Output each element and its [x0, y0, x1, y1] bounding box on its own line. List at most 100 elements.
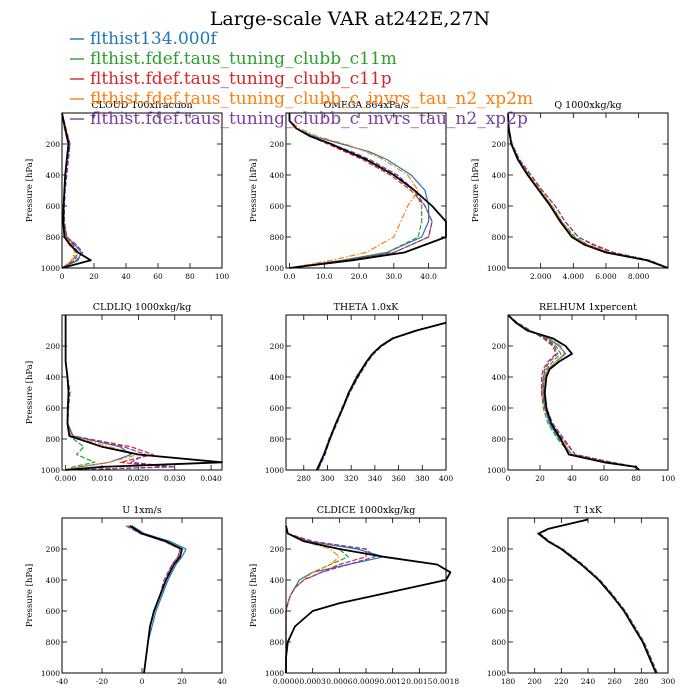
- x-tick-label: 100: [215, 272, 230, 281]
- y-tick-label: 200: [270, 545, 285, 554]
- panel-frame: [61, 314, 223, 471]
- y-tick-label: 600: [46, 404, 61, 413]
- y-tick-label: 200: [492, 545, 507, 554]
- x-tick-label: 340: [368, 474, 383, 483]
- legend: flthist134.000fflthist.fdef.taus_tuning_…: [70, 29, 533, 129]
- y-tick-label: 200: [270, 342, 285, 351]
- reference-line: [315, 321, 447, 471]
- y-tick-label: 1000: [41, 669, 60, 678]
- panel-frame: [285, 517, 447, 674]
- y-tick-label: 600: [46, 607, 61, 616]
- y-tick-label: 200: [270, 140, 285, 149]
- x-tick-label: 20: [89, 272, 99, 281]
- x-tick-label: 300: [661, 677, 676, 686]
- x-tick-label: 2.000: [530, 272, 552, 281]
- series-line-3: [507, 314, 640, 471]
- series-line-4: [125, 525, 181, 674]
- x-tick-label: 360: [391, 474, 406, 483]
- y-tick-label: 1000: [487, 466, 506, 475]
- x-tick-label: 180: [501, 677, 516, 686]
- panels: CLOUD 100xfraction Pressure [hPa] 0 20 40 60 8…: [25, 100, 675, 686]
- x-tick-label: 4.000: [563, 272, 585, 281]
- series-line-2: [127, 525, 181, 674]
- reference-line: [537, 518, 657, 674]
- y-tick-label: 400: [492, 576, 507, 585]
- panel-frame: [285, 112, 447, 269]
- series-line-0: [536, 518, 657, 674]
- panel-title: OMEGA 864xPa/s: [323, 100, 408, 111]
- y-axis-label: Pressure [hPa]: [471, 159, 481, 222]
- y-tick-label: 600: [270, 404, 285, 413]
- reference-line: [285, 525, 452, 673]
- y-tick-label: 800: [270, 638, 285, 647]
- x-tick-label: 30.0: [385, 272, 402, 281]
- x-tick-label: 240: [581, 677, 596, 686]
- x-tick-label: 8.000: [628, 272, 650, 281]
- x-tick-label: 0.0015: [406, 677, 432, 686]
- x-tick-label: 0.030: [164, 474, 186, 483]
- panel-title: CLDICE 1000xkg/kg: [317, 505, 416, 516]
- y-tick-label: 1000: [41, 466, 60, 475]
- y-axis-label: Pressure [hPa]: [25, 159, 35, 222]
- x-tick-label: 0.0006: [326, 677, 352, 686]
- panel-3: CLDLIQ 1000xkg/kg Pressure [hPa] 0.000 0.01…: [25, 302, 223, 483]
- x-tick-label: 80: [631, 474, 641, 483]
- legend-entry-0: flthist134.000f: [70, 29, 218, 49]
- panel-title: Q 1000xkg/kg: [554, 100, 621, 111]
- legend-entry-3: flthist.fdef.taus_tuning_clubb_c_invrs_t…: [70, 89, 533, 109]
- series-line-3: [538, 518, 657, 674]
- x-tick-label: 0.0009: [353, 677, 379, 686]
- y-tick-label: 800: [492, 638, 507, 647]
- panel-6: U 1xm/s Pressure [hPa] -40 -20 0 20 40 200 400 60…: [25, 505, 227, 686]
- x-tick-label: 0.0003: [300, 677, 326, 686]
- panel-2: Q 1000xkg/kg Pressure [hPa] 2.000 4.000 6.00…: [471, 100, 669, 281]
- x-tick-label: 280: [634, 677, 649, 686]
- x-tick-label: 20: [535, 474, 545, 483]
- figure-title: Large-scale VAR at242E,27N: [210, 8, 490, 30]
- y-tick-label: 400: [270, 171, 285, 180]
- series-line-0: [507, 112, 669, 269]
- x-tick-label: 400: [439, 474, 454, 483]
- legend-entry-1: flthist.fdef.taus_tuning_clubb_c11m: [70, 49, 397, 69]
- panel-8: T 1xK 180 200 220 240 260 280 300 200 400 600 800 10…: [487, 505, 675, 686]
- series-line-0: [507, 314, 640, 471]
- y-tick-label: 600: [492, 404, 507, 413]
- x-tick-label: 20.0: [351, 272, 368, 281]
- panel-frame: [507, 517, 669, 674]
- x-tick-label: 0: [506, 474, 511, 483]
- y-tick-label: 1000: [265, 264, 284, 273]
- panel-0: CLOUD 100xfraction Pressure [hPa] 0 20 40 60 8…: [25, 100, 229, 281]
- x-tick-label: 40.0: [420, 272, 437, 281]
- y-tick-label: 800: [46, 435, 61, 444]
- panel-frame: [507, 314, 669, 471]
- y-tick-label: 600: [492, 607, 507, 616]
- y-tick-label: 1000: [487, 264, 506, 273]
- y-tick-label: 200: [46, 342, 61, 351]
- x-tick-label: 320: [344, 474, 359, 483]
- reference-line: [507, 112, 669, 269]
- x-tick-label: 0.010: [91, 474, 113, 483]
- x-tick-label: -20: [96, 677, 108, 686]
- y-tick-label: 1000: [41, 264, 60, 273]
- x-tick-label: 20: [177, 677, 187, 686]
- x-tick-label: 40: [121, 272, 131, 281]
- x-tick-label: 200: [528, 677, 543, 686]
- x-tick-label: 0.0018: [433, 677, 459, 686]
- series-line-2: [539, 518, 658, 674]
- legend-label: flthist.fdef.taus_tuning_clubb_c_invrs_t…: [90, 109, 528, 129]
- panel-frame: [61, 112, 223, 269]
- y-tick-label: 200: [46, 140, 61, 149]
- x-tick-label: 0.000: [55, 474, 77, 483]
- y-tick-label: 1000: [487, 669, 506, 678]
- x-tick-label: 10.0: [316, 272, 333, 281]
- panel-5: RELHUM 1xpercent 0 20 40 60 80 100 200 400 600 800…: [487, 302, 675, 483]
- y-tick-label: 200: [492, 342, 507, 351]
- y-tick-label: 800: [492, 435, 507, 444]
- x-tick-label: 60: [599, 474, 609, 483]
- series-line-3: [288, 113, 419, 269]
- series-line-1: [538, 518, 657, 674]
- series-line-2: [507, 314, 640, 471]
- x-tick-label: 40: [217, 677, 227, 686]
- x-tick-label: 0: [60, 272, 65, 281]
